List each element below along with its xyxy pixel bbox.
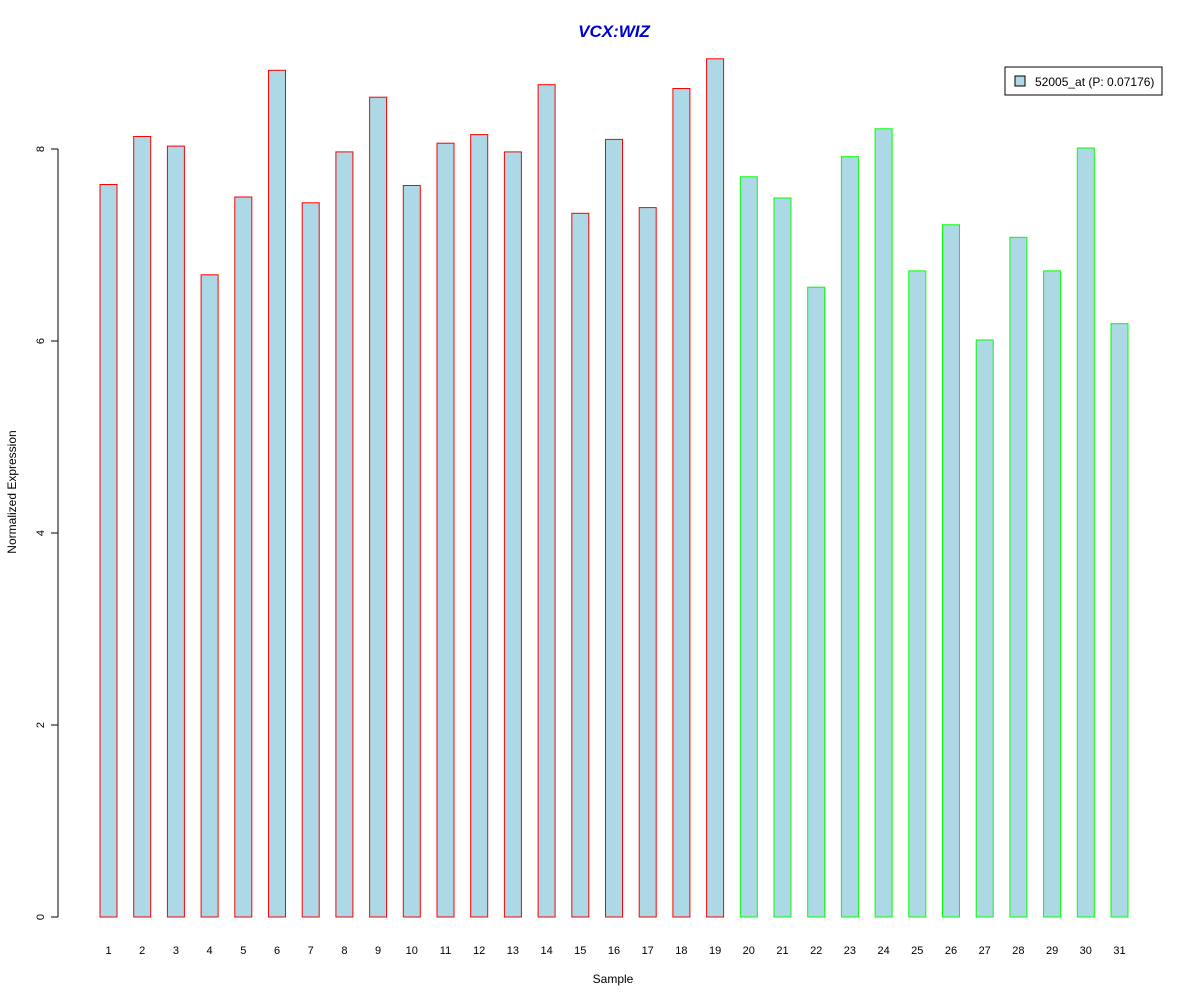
x-tick-label: 17 [642,945,654,957]
bar [874,128,893,918]
bar [638,207,657,918]
bar [402,185,421,918]
y-axis-label: Normalized Expression [5,430,19,553]
bars [99,58,1129,918]
x-tick-label: 25 [911,945,923,957]
bar [807,286,826,918]
x-tick-label: 7 [308,945,314,957]
x-tick-label: 4 [207,945,213,957]
bar [1076,147,1095,918]
bar [739,176,758,918]
bar [200,274,219,918]
legend-box [1004,66,1163,96]
y-tick-label: 6 [35,338,47,344]
bar [470,134,489,918]
bar [1110,323,1129,918]
x-tick-label: 22 [810,945,822,957]
bar [369,96,388,918]
y-tick-label: 8 [35,146,47,152]
chart-title: VCX:WIZ [578,22,650,41]
bar [234,196,253,918]
bar [503,151,522,918]
x-tick-label: 18 [675,945,687,957]
x-tick-label: 12 [473,945,485,957]
x-tick-label: 8 [341,945,347,957]
bar [975,339,994,918]
x-tick-label: 16 [608,945,620,957]
x-axis-label: Sample [593,972,634,986]
x-tick-label: 19 [709,945,721,957]
bar [166,145,185,918]
bar [908,270,927,918]
x-tick-label: 30 [1080,945,1092,957]
x-tick-label: 28 [1012,945,1024,957]
y-tick-label: 2 [35,722,47,728]
x-tick-label: 27 [979,945,991,957]
bar [301,202,320,918]
y-tick-label: 4 [35,530,47,536]
bar [840,156,859,918]
bar [99,184,118,918]
legend-swatch [1014,75,1026,87]
x-tick-label: 21 [776,945,788,957]
x-tick-label: 11 [440,945,451,957]
x-tick-label: 26 [945,945,957,957]
x-tick-label: 15 [574,945,586,957]
y-tick-label: 0 [35,914,47,920]
bar [706,58,725,918]
bar [133,136,152,918]
bar [942,224,960,918]
x-tick-label: 9 [375,945,381,957]
x-tick-label: 23 [844,945,856,957]
x-tick-label: 2 [139,945,145,957]
x-tick-label: 29 [1046,945,1058,957]
x-tick-label: 24 [877,945,889,957]
bar [268,69,286,918]
bar [1043,270,1062,918]
x-tick-label: 31 [1113,945,1125,957]
x-tick-label: 5 [240,945,246,957]
x-tick-labels: 1 2 3 4 5 6 7 8 9 10 11 12 13 14 15 16 17 18 19 20 21 22 23 24 2… [105,945,1125,957]
x-tick-label: 6 [274,945,280,957]
x-tick-label: 3 [173,945,179,957]
bar [571,212,590,918]
y-axis: 0 2 4 6 8 [35,146,59,920]
x-tick-label: 14 [540,945,552,957]
x-tick-label: 13 [507,945,519,957]
legend: 52005_at (P: 0.07176) [1004,66,1163,96]
x-tick-label: 1 [105,945,111,957]
bar [672,88,691,918]
bar [335,151,354,918]
bar [773,197,792,918]
bar [436,142,455,918]
bar [537,84,556,918]
bar [605,138,623,918]
x-tick-label: 20 [743,945,755,957]
bar [1009,236,1028,918]
x-tick-label: 10 [406,945,418,957]
legend-label: 52005_at (P: 0.07176) [1035,75,1154,89]
